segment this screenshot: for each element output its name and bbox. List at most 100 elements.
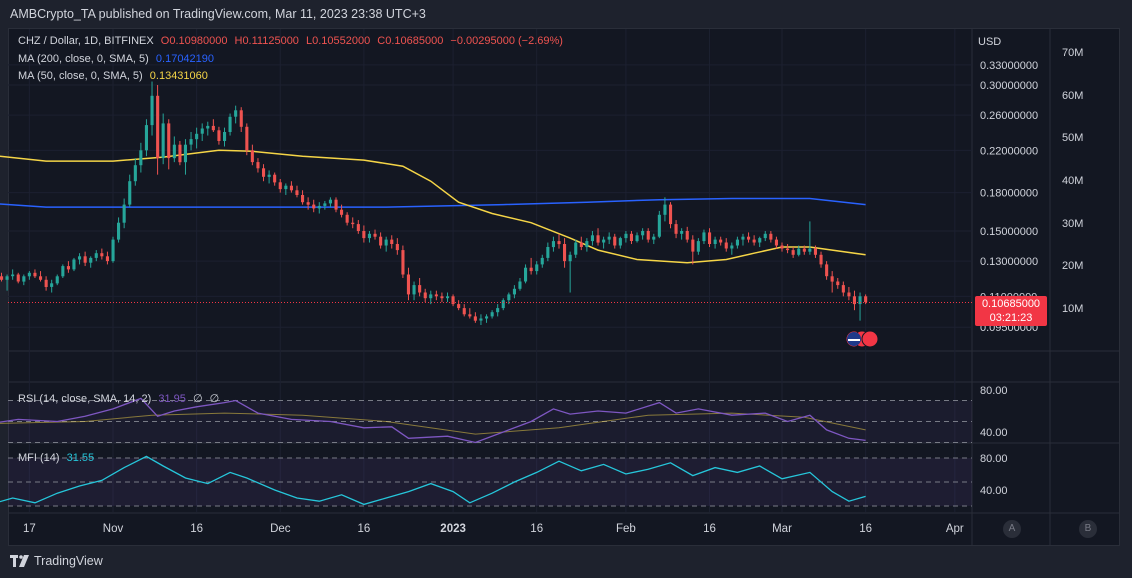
candle-body [741,236,745,240]
candle-body [713,239,717,244]
candle-body [680,231,684,234]
candle-body [847,292,851,297]
candle-body [841,285,845,293]
candle-body [139,150,143,166]
price-tick-label: 0.15000000 [980,226,1038,238]
volume-tick-label: 60M [1062,90,1083,102]
candle-body [256,162,260,169]
candle-body [774,239,778,246]
legend-symbol-row: CHZ / Dollar, 1D, BITFINEX O0.10980000 H… [18,35,563,47]
candle-body [44,279,48,287]
candle-body [830,276,834,282]
legend-high: H0.11125000 [234,35,299,47]
candle-body [111,239,115,262]
candle-body [590,235,594,242]
candle-body [579,242,583,247]
volume-tick-label: 20M [1062,260,1083,272]
candle-body [852,296,856,305]
candle-body [724,242,728,249]
candle-body [16,274,20,282]
candle-body [61,266,65,277]
candle-body [747,236,751,240]
candle-body [858,296,862,305]
candle-body [490,312,494,317]
legend-ma200-value: 0.17042190 [155,53,215,65]
candle-body [183,144,187,163]
footer-brand[interactable]: TradingView [34,554,103,568]
volume-tick-label: 50M [1062,132,1083,144]
us-flag-stripe [848,339,860,341]
candle-body [239,110,243,127]
candle-body [836,281,840,286]
candle-body [657,214,661,237]
candle-body [50,283,54,287]
candle-body [278,182,282,190]
legend-mfi-row[interactable]: MFI (14) 31.55 [18,452,94,464]
candle-body [133,165,137,182]
candle-body [708,232,712,244]
candle-body [730,245,734,249]
candle-body [507,294,511,301]
candle-body [696,241,700,252]
candle-body [512,288,516,295]
candle-body [367,233,371,239]
candle-body [406,274,410,295]
candle-body [864,296,868,303]
legend-ma200-row[interactable]: MA (200, close, 0, SMA, 5) 0.17042190 [18,53,214,65]
candle-body [33,272,37,277]
candle-body [613,236,617,246]
legend-ma50-row[interactable]: MA (50, close, 0, SMA, 5) 0.13431060 [18,70,208,82]
candle-body [334,199,338,210]
price-tick-label: 0.22000000 [980,145,1038,157]
candle-body [468,314,472,317]
candle-body [819,254,823,265]
candle-body [624,233,628,239]
compare-a-button[interactable]: A [1003,520,1021,538]
candle-body [328,199,332,204]
candle-body [379,236,383,246]
candle-body [128,181,132,205]
candle-body [813,248,817,255]
candle-body [94,253,98,258]
candle-body [373,233,377,237]
candle-body [351,222,355,225]
candle-body [78,256,82,260]
chart-frame[interactable] [8,28,1120,546]
time-tick-label: Apr [946,523,964,535]
time-tick-label: 16 [530,523,543,535]
rsi-tick-label: 40.00 [980,427,1008,439]
candle-body [646,231,650,240]
volume-tick-label: 10M [1062,303,1083,315]
candle-body [223,132,227,141]
candle-body [446,296,450,299]
compare-b-button[interactable]: B [1079,520,1097,538]
rsi-tick-label: 80.00 [980,385,1008,397]
price-tick-label: 0.33000000 [980,60,1038,72]
candle-body [144,125,148,151]
candle-body [340,209,344,215]
candle-body [55,276,59,284]
legend-open: O0.10980000 [160,35,228,47]
candle-body [797,248,801,255]
legend-rsi-row[interactable]: RSI (14, close, SMA, 14, 2) 31.95 ∅ ∅ [18,392,219,405]
countdown-timer: 03:21:23 [989,312,1033,324]
volume-tick-label: 30M [1062,218,1083,230]
candle-body [206,125,210,129]
legend-ma200-label: MA (200, close, 0, SMA, 5) [18,53,149,65]
candle-body [301,195,305,203]
candle-body [602,239,606,243]
legend-mfi-value: 31.55 [66,452,95,464]
candle-body [234,110,238,117]
candle-body [641,231,645,236]
candle-body [786,248,790,251]
candle-body [702,232,706,242]
candle-body [618,238,622,246]
rsi-line [0,397,866,444]
candle-body [635,235,639,242]
candle-body [211,125,215,131]
candle-body [217,130,221,141]
legend-symbol[interactable]: CHZ / Dollar, 1D, BITFINEX [18,35,154,47]
candle-body [825,264,829,277]
candle-body [412,285,416,295]
